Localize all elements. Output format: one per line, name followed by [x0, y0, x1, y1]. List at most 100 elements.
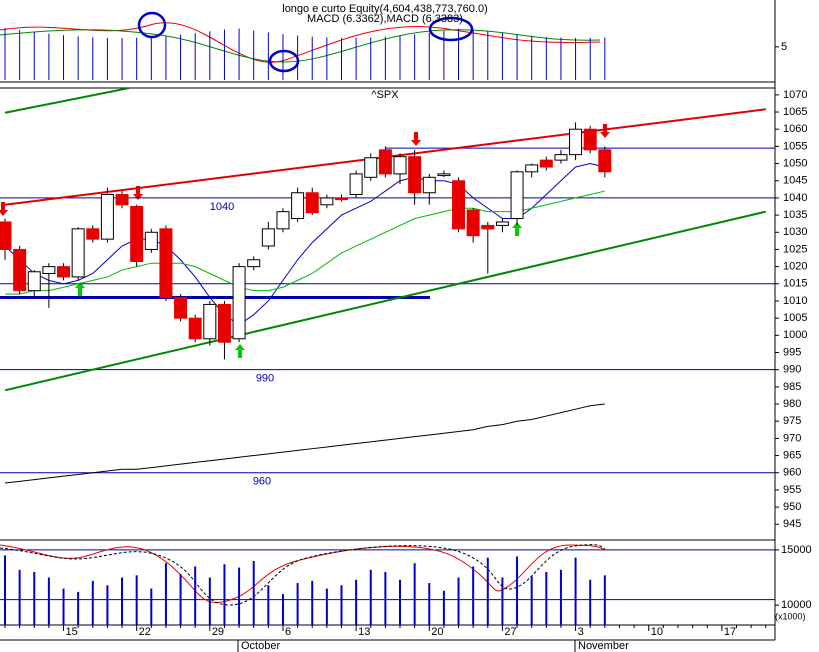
y-tick-label: 10000	[781, 599, 812, 611]
candle-body	[495, 221, 509, 226]
candle-body	[144, 231, 158, 250]
indicator-title: longo e curto Equity(4,604,438,773,760.0…	[282, 3, 487, 15]
x-tick-label: 27	[504, 626, 516, 638]
x-tick-label: 3	[578, 626, 584, 638]
candle-body	[437, 173, 451, 177]
y-tick-label: 1025	[783, 243, 807, 255]
y-tick-label: 1015	[783, 278, 807, 290]
candle-body	[115, 193, 129, 206]
candle-body	[130, 206, 144, 262]
candle-body	[393, 156, 407, 175]
indicator-subtitle: MACD (6.3362),MACD (6.3383)	[307, 13, 463, 25]
highlight-circle	[137, 11, 167, 39]
level-label: 1040	[210, 201, 234, 213]
candle-body	[320, 197, 334, 206]
candle-body	[188, 317, 202, 340]
candle-body	[291, 192, 305, 220]
chart-title: ^SPX	[371, 89, 399, 101]
y-tick-label: 975	[783, 415, 801, 427]
y-tick-label: 955	[783, 484, 801, 496]
candle-body	[466, 209, 480, 237]
y-tick-label: 1000	[783, 329, 807, 341]
candle-body	[42, 266, 56, 274]
x-tick-label: 13	[358, 626, 370, 638]
y-tick-label: 1035	[783, 209, 807, 221]
trendline	[4, 88, 130, 114]
candle-body	[481, 224, 495, 230]
candle-body	[452, 180, 466, 230]
candle-body	[100, 193, 114, 240]
y-tick-label: 15000	[781, 544, 812, 556]
y-tick-label: 1030	[783, 226, 807, 238]
x-tick-label: 6	[285, 626, 291, 638]
candle-body	[510, 171, 524, 220]
candle-body	[86, 228, 100, 240]
y-tick-label: 1050	[783, 157, 807, 169]
candle-body	[408, 156, 422, 194]
y-tick-label: 1010	[783, 295, 807, 307]
ma-line	[4, 163, 605, 326]
candle-body	[13, 248, 27, 292]
y-tick-label: 5	[781, 41, 787, 53]
trendline	[4, 210, 766, 392]
level-label: 990	[256, 373, 274, 385]
x-tick-label: 17	[724, 626, 736, 638]
candle-body	[598, 149, 612, 173]
candle-body	[174, 297, 188, 319]
candle-body	[276, 211, 290, 230]
month-label: October	[241, 640, 280, 652]
candle-body	[217, 303, 231, 343]
candle-body	[159, 228, 173, 299]
indicator-line	[0, 22, 601, 63]
ma-line	[5, 190, 605, 295]
x-tick-label: 29	[212, 626, 224, 638]
highlight-circle	[428, 16, 474, 42]
candle-body	[27, 271, 41, 292]
candle-body	[305, 192, 319, 214]
x-tick-label: 20	[431, 626, 443, 638]
y-tick-label: 1060	[783, 123, 807, 135]
x-tick-label: 22	[139, 626, 151, 638]
unit-label: (x1000)	[775, 611, 806, 621]
candle-body	[232, 266, 246, 340]
y-tick-label: 950	[783, 501, 801, 513]
candle-body	[261, 228, 275, 247]
candle-body	[57, 266, 71, 278]
y-tick-label: 970	[783, 432, 801, 444]
y-tick-label: 980	[783, 398, 801, 410]
y-tick-label: 1055	[783, 140, 807, 152]
x-tick-label: 10	[651, 626, 663, 638]
y-tick-label: 965	[783, 449, 801, 461]
candle-body	[583, 128, 597, 151]
y-tick-label: 1065	[783, 106, 807, 118]
candle-body	[247, 259, 261, 268]
candle-body	[203, 303, 217, 340]
candle-body	[71, 228, 85, 278]
y-tick-label: 945	[783, 518, 801, 530]
stochastic-line	[0, 544, 606, 606]
y-tick-label: 960	[783, 467, 801, 479]
candle-body	[422, 176, 436, 194]
y-tick-label: 1070	[783, 89, 807, 101]
candle-body	[554, 154, 568, 161]
y-tick-label: 995	[783, 346, 801, 358]
candle-body	[334, 197, 348, 201]
candle-body	[539, 159, 553, 168]
ma-line	[4, 403, 605, 484]
candle-body	[364, 157, 378, 178]
y-tick-label: 1005	[783, 312, 807, 324]
y-tick-label: 985	[783, 381, 801, 393]
plot-area	[0, 88, 775, 484]
candle-body	[0, 221, 12, 250]
y-tick-label: 1040	[783, 192, 807, 204]
y-tick-label: 1020	[783, 261, 807, 273]
x-tick-label: 15	[66, 626, 78, 638]
candle-body	[378, 149, 392, 175]
indicator-line	[0, 29, 601, 63]
candle-body	[569, 128, 583, 156]
candle-body	[525, 164, 539, 173]
y-tick-label: 1045	[783, 175, 807, 187]
